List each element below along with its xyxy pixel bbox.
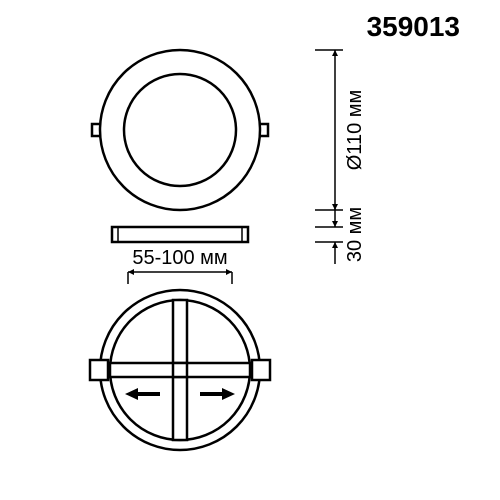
clip-left: [90, 360, 108, 380]
clip-right: [252, 360, 270, 380]
dim-label-depth: 30 мм: [344, 207, 366, 262]
side-view: [112, 227, 248, 242]
dim-label-cutout: 55-100 мм: [132, 247, 227, 269]
product-code: 359013: [367, 11, 460, 42]
dim-label-diameter: Ø110 мм: [344, 90, 366, 171]
